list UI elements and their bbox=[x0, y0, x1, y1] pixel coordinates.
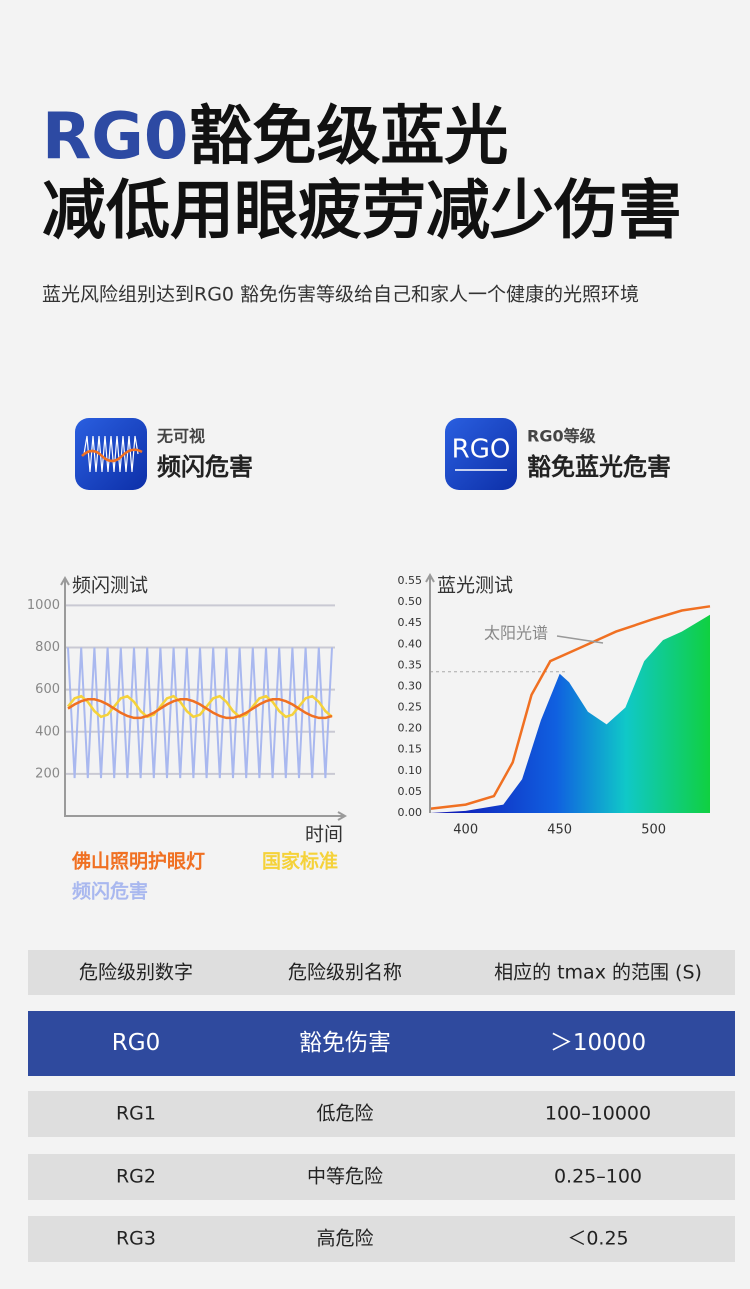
y-tick-label: 0.00 bbox=[398, 806, 423, 819]
title-line2: 减低用眼疲劳减少伤害 bbox=[42, 175, 682, 249]
table-header-bg bbox=[28, 950, 735, 995]
legend-entry: 国家标准 bbox=[262, 850, 338, 873]
spectrum-area bbox=[430, 614, 710, 813]
y-tick-label: 600 bbox=[35, 682, 60, 697]
axis bbox=[60, 575, 348, 821]
icon-wave bbox=[83, 435, 139, 473]
y-tick-label: 0.05 bbox=[398, 785, 423, 798]
table-cell: 豁免伤害 bbox=[299, 1030, 391, 1056]
icon-big: 豁免蓝光危害 bbox=[527, 453, 671, 481]
table-row-bg bbox=[28, 1216, 735, 1262]
y-tick-label: 0.20 bbox=[398, 722, 423, 735]
x-tick-label: 400 bbox=[453, 823, 478, 838]
y-tick-label: 400 bbox=[35, 724, 60, 739]
x-axis-label: 时间 bbox=[305, 824, 343, 846]
y-tick-label: 0.55 bbox=[398, 574, 423, 587]
table-row-bg bbox=[28, 1091, 735, 1137]
table-cell: 0.25–100 bbox=[554, 1166, 642, 1188]
table-cell: RG1 bbox=[116, 1103, 156, 1125]
series-line bbox=[67, 698, 333, 720]
y-tick-label: 800 bbox=[35, 640, 60, 655]
y-tick-label: 200 bbox=[35, 766, 60, 781]
title-rest: 豁免级蓝光 bbox=[188, 100, 508, 174]
icon-big: 频闪危害 bbox=[157, 453, 253, 481]
table-row-bg bbox=[28, 1154, 735, 1200]
series-line bbox=[67, 647, 333, 779]
legend-entry: 佛山照明护眼灯 bbox=[71, 850, 205, 873]
table-cell: RG0 bbox=[112, 1030, 160, 1056]
x-tick-label: 500 bbox=[641, 823, 666, 838]
table: 危险级别数字 危险级别名称 相应的 tmax 的范围 (S) RG0 豁免伤害 ＞1000… bbox=[28, 950, 735, 1262]
table-cell: RG3 bbox=[116, 1228, 156, 1250]
table-cell: RG2 bbox=[116, 1166, 156, 1188]
legend-entry: 频闪危害 bbox=[72, 880, 148, 903]
chart-title: 蓝光测试 bbox=[437, 575, 513, 597]
table-header-cell: 危险级别名称 bbox=[288, 962, 402, 984]
series-line bbox=[67, 694, 333, 719]
icon bbox=[445, 418, 517, 490]
table-header-cell: 相应的 tmax 的范围 (S) bbox=[494, 962, 702, 984]
y-tick-label: 0.10 bbox=[398, 764, 423, 777]
table-cell: 中等危险 bbox=[307, 1166, 383, 1188]
icon-small: RG0等级 bbox=[527, 427, 597, 446]
subtitle: 蓝光风险组别达到RG0 豁免伤害等级给自己和家人一个健康的光照环境 bbox=[42, 284, 639, 306]
icon-small: 无可视 bbox=[156, 427, 205, 446]
axis bbox=[425, 572, 435, 813]
table-header-cell: 危险级别数字 bbox=[79, 962, 193, 984]
table-cell: 100–10000 bbox=[545, 1103, 651, 1125]
y-tick-label: 1000 bbox=[27, 598, 60, 613]
x-tick-label: 450 bbox=[547, 823, 572, 838]
y-tick-label: 0.30 bbox=[398, 679, 423, 692]
title: RG0豁免级蓝光 bbox=[42, 100, 508, 174]
chart-title: 频闪测试 bbox=[72, 575, 148, 597]
table-cell: ＞10000 bbox=[550, 1030, 646, 1056]
title-highlight: RG0 bbox=[42, 100, 188, 174]
icon-curve bbox=[81, 448, 143, 463]
table-row-bg bbox=[28, 1011, 735, 1076]
icon-badge: RGO bbox=[452, 435, 511, 465]
y-tick-label: 0.25 bbox=[398, 701, 423, 714]
table-cell: 高危险 bbox=[316, 1228, 373, 1250]
y-tick-label: 0.45 bbox=[398, 616, 423, 629]
y-tick-label: 0.15 bbox=[398, 743, 423, 756]
table-cell: 低危险 bbox=[316, 1103, 373, 1125]
annotation-leader bbox=[556, 635, 604, 644]
series-line bbox=[429, 605, 711, 811]
table-cell: ＜0.25 bbox=[567, 1228, 628, 1250]
annotation: 太阳光谱 bbox=[484, 624, 548, 643]
blue-light-chart: 0.00 0.05 0.10 0.15 0.20 0.25 0.30 0.35 0.40 0.45… bbox=[398, 572, 711, 838]
y-tick-label: 0.35 bbox=[398, 658, 423, 671]
y-tick-label: 0.40 bbox=[398, 637, 423, 650]
y-tick-label: 0.50 bbox=[398, 595, 423, 608]
